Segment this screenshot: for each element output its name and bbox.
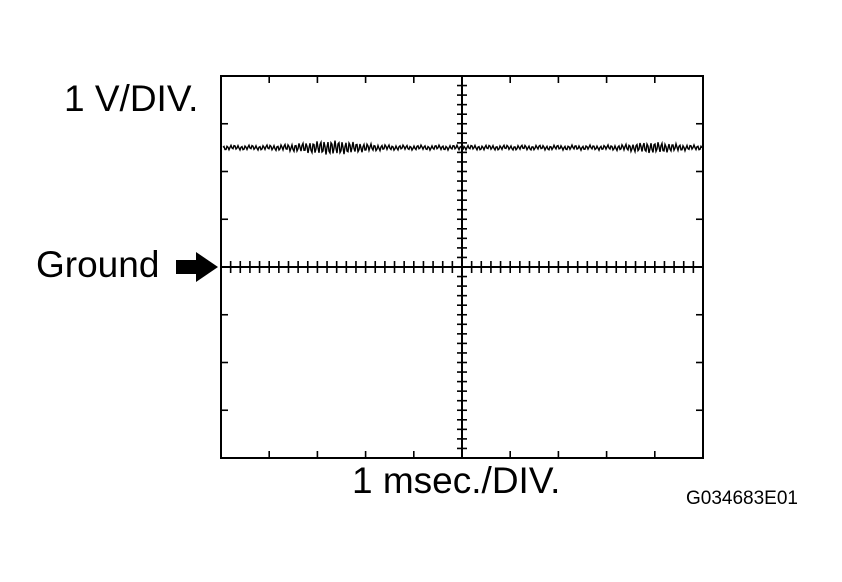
signal-waveform [222,139,703,156]
figure-code: G034683E01 [686,488,798,509]
arrow-right-icon [176,252,218,282]
ground-label: Ground [36,244,160,285]
time-per-division-label: 1 msec./DIV. [352,460,561,501]
volts-per-division-label: 1 V/DIV. [64,78,199,119]
